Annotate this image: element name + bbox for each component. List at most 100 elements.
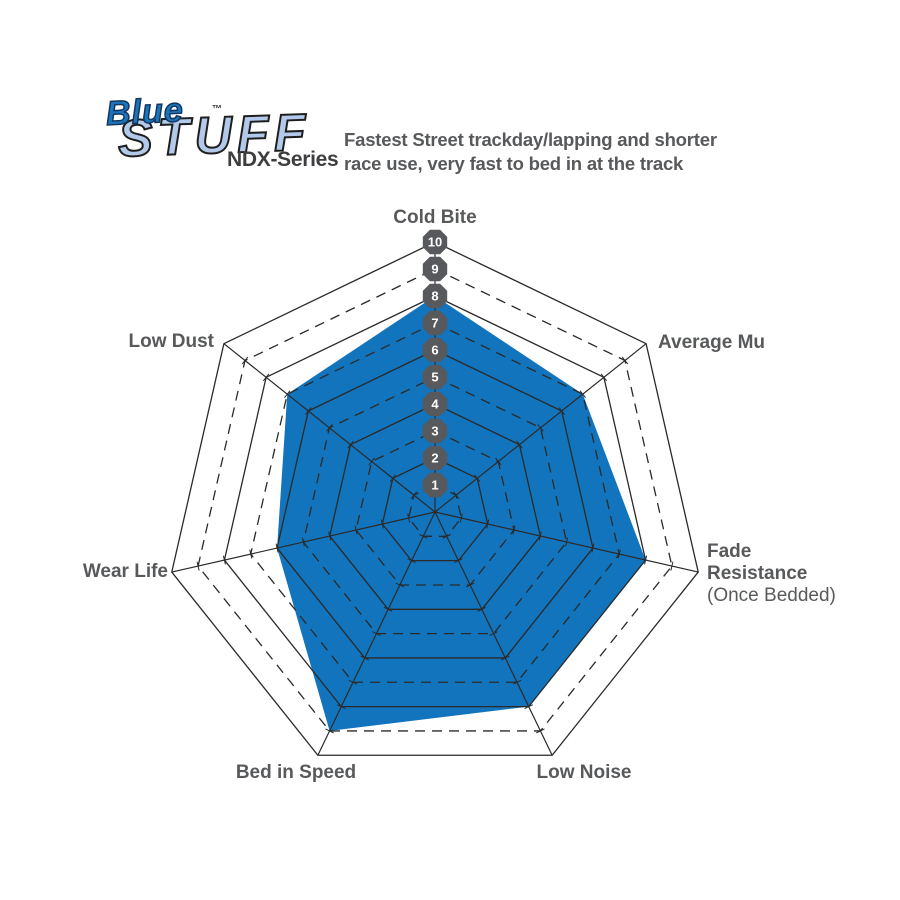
radar-ring-dashed: [355, 430, 515, 586]
axis-label: Bed in Speed: [236, 762, 356, 783]
radar-spoke-tick: [262, 373, 270, 382]
radar-spoke-tick: [516, 440, 523, 449]
description-line-1: Fastest Street trackday/lapping and shor…: [344, 129, 717, 150]
radar-spoke-tick: [328, 531, 332, 541]
scale-badge-number: 1: [431, 478, 438, 493]
radar-spoke-tick: [524, 704, 533, 710]
radar-ring-dashed: [250, 322, 620, 683]
radar-ring-dashed: [407, 484, 463, 537]
radar-spoke-tick: [489, 631, 498, 637]
scale-badge-number: 6: [431, 343, 438, 358]
radar-spoke-tick: [301, 537, 305, 547]
radar-spoke-tick: [591, 543, 595, 553]
radar-spoke-tick: [538, 531, 542, 541]
radar-spoke-tick: [486, 519, 490, 529]
radar-spoke-tick: [360, 655, 369, 661]
radar-spoke-tick: [407, 558, 416, 564]
axis-label: Cold Bite: [393, 207, 476, 228]
trademark-symbol: ™: [212, 104, 222, 115]
radar-spoke-tick: [558, 407, 565, 415]
radar-spoke-tick: [617, 549, 621, 559]
scale-badge: [422, 445, 448, 471]
radar-spoke-tick: [368, 457, 375, 466]
radar-spoke-tick: [512, 679, 522, 685]
radar-spoke-tick: [670, 561, 674, 571]
radar-ring-solid: [381, 457, 489, 562]
radar-value-area: [277, 296, 646, 731]
axis-label-line: Low Dust: [129, 331, 215, 352]
radar-spoke-tick: [347, 440, 354, 449]
scale-badge-number: 9: [431, 262, 438, 277]
radar-ring-solid: [276, 349, 594, 659]
radar-spoke-tick: [459, 513, 463, 523]
scale-badge-number: 10: [428, 235, 442, 250]
radar-spoke-tick: [442, 533, 451, 539]
axis-label: Low Dust: [129, 331, 215, 352]
scale-badge: [422, 364, 448, 390]
radar-spoke-tick: [222, 555, 226, 565]
radar-spoke-tick: [579, 390, 586, 398]
radar-spoke-tick: [284, 390, 291, 398]
axis-label: Low Noise: [536, 762, 631, 783]
radar-spoke-tick: [196, 561, 200, 571]
radar-spoke-tick: [389, 474, 396, 483]
radar-spoke-tick: [495, 457, 502, 466]
axis-label-line: Cold Bite: [393, 207, 476, 228]
radar-spoke-tick: [348, 679, 358, 685]
radar-spoke-tick: [275, 543, 279, 553]
scale-badge: [422, 310, 448, 336]
scale-badge: [422, 256, 448, 282]
radar-spoke-tick: [419, 533, 428, 539]
radar-spoke-tick: [512, 525, 516, 535]
radar-spoke-tick: [565, 537, 569, 547]
radar-spoke-tick: [501, 655, 510, 661]
radar-spoke-tick: [383, 606, 393, 612]
radar-spoke-tick: [600, 373, 608, 382]
axis-label-line: Fade: [707, 541, 751, 562]
radar-spoke-tick: [395, 582, 405, 588]
scale-badge-number: 8: [431, 289, 438, 304]
radar-spoke-tick: [474, 474, 481, 483]
radar-ring-dashed: [197, 268, 673, 732]
axis-label-line: Low Noise: [536, 762, 631, 783]
scale-badge-number: 3: [431, 424, 438, 439]
radar-spoke-tick: [337, 704, 346, 710]
axis-label: Average Mu: [658, 332, 765, 353]
radar-spoke-tick: [477, 606, 487, 612]
scale-badge: [422, 391, 448, 417]
scale-badge: [422, 283, 448, 309]
radar-spoke-tick: [410, 491, 418, 499]
radar-ring-solid: [223, 295, 647, 708]
radar-ring-dashed: [302, 376, 568, 635]
radar-spoke-tick: [465, 582, 475, 588]
radar-spoke-tick: [452, 491, 460, 499]
radar-spoke-tick: [325, 728, 334, 734]
description-line-2: race use, very fast to bed in at the tra…: [344, 153, 684, 174]
scale-badge-number: 2: [431, 451, 438, 466]
radar-ring-solid: [171, 241, 699, 756]
axis-label-line: Average Mu: [658, 332, 765, 353]
axis-label-line: Wear Life: [83, 561, 168, 582]
logo-blue-word: Blue: [104, 90, 185, 134]
radar-spoke-tick: [644, 555, 648, 565]
radar-spoke-tick: [380, 519, 384, 529]
scale-badge: [422, 229, 448, 255]
radar-ring-solid: [329, 403, 541, 610]
radar-spoke-tick: [326, 423, 333, 432]
axis-label-line: Resistance: [707, 563, 807, 584]
scale-badge: [422, 472, 448, 498]
scale-badge-number: 4: [431, 397, 439, 412]
scale-badge-number: 7: [431, 316, 438, 331]
radar-spoke-tick: [241, 356, 249, 365]
scale-badge-number: 5: [431, 370, 438, 385]
axis-sublabel: (Once Bedded): [707, 585, 836, 606]
product-description: Fastest Street trackday/lapping and shor…: [344, 128, 717, 176]
radar-spoke-tick: [354, 525, 358, 535]
series-label: NDX-Series: [227, 148, 339, 171]
radar-spoke-tick: [407, 513, 411, 523]
radar-spoke-tick: [249, 549, 253, 559]
axis-label-line: Bed in Speed: [236, 762, 356, 783]
radar-spoke-tick: [537, 423, 544, 432]
